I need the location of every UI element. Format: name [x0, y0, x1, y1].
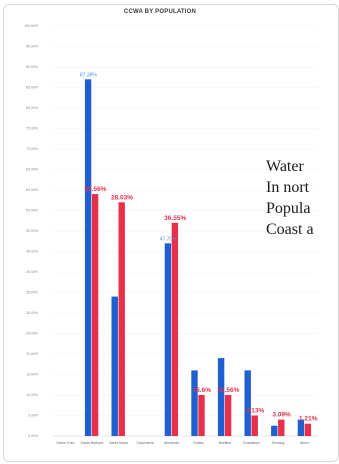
- y-tick-label: 5.00%: [28, 414, 38, 418]
- data-label-series-2: 15.6%: [193, 387, 212, 394]
- y-tick-label: 30.00%: [26, 311, 38, 315]
- data-label-series-2: 59.56%: [84, 186, 106, 193]
- y-tick-label: 75.00%: [26, 127, 38, 131]
- bar-series-2: [251, 415, 258, 436]
- x-tick-label: Solvang: [272, 441, 285, 445]
- chart-title: CCWA BY POPULATION: [123, 9, 197, 15]
- bar-series-1: [84, 79, 92, 437]
- x-tick-label: Carpinteria: [137, 441, 154, 445]
- data-label-series-2: 36.55%: [164, 215, 186, 222]
- bar-series-1: [164, 243, 172, 436]
- y-tick-label: 25.00%: [26, 332, 38, 336]
- data-label-series-1: 47.70%: [160, 236, 178, 242]
- y-tick-label: 70.00%: [26, 147, 38, 151]
- bar-series-2: [278, 419, 285, 436]
- y-tick-label: 85.00%: [26, 86, 38, 90]
- x-tick-label: Santa Maria: [109, 441, 128, 445]
- y-tick-label: 0.00%: [28, 434, 38, 438]
- bar-series-1: [217, 358, 225, 436]
- data-label-series-2: 28.03%: [111, 194, 133, 201]
- y-tick-label: 20.00%: [26, 352, 38, 356]
- y-tick-label: 10.00%: [26, 393, 38, 397]
- data-label-series-2: 1.21%: [299, 416, 318, 423]
- bar-series-2: [118, 202, 125, 436]
- bar-series-2: [198, 395, 205, 436]
- y-tick-label: 90.00%: [26, 65, 38, 69]
- bar-series-2: [304, 423, 312, 436]
- y-tick-label: 55.00%: [26, 209, 38, 213]
- data-label-series-1: 87.38%: [80, 72, 98, 78]
- y-tick-label: 100.00%: [24, 24, 38, 28]
- y-tick-label: 60.00%: [26, 188, 38, 192]
- bar-series-2: [171, 222, 179, 436]
- y-tick-label: 65.00%: [26, 168, 38, 172]
- side-text-line: Coast a: [266, 221, 314, 238]
- data-label-series-2: 3.09%: [272, 412, 291, 419]
- y-tick-label: 15.00%: [26, 373, 38, 377]
- x-tick-label: Morro: [300, 441, 309, 445]
- bar-series-1: [191, 370, 198, 436]
- y-tick-label: 50.00%: [26, 229, 38, 233]
- y-tick-label: 45.00%: [26, 250, 38, 254]
- side-text-block: Water In nort Popula Coast a: [266, 156, 339, 240]
- bar-series-1: [244, 370, 251, 436]
- x-tick-label: Santa Ynez: [56, 441, 74, 445]
- y-tick-label: 40.00%: [26, 270, 38, 274]
- data-label-series-2: 21.56%: [217, 387, 239, 394]
- bar-series-2: [224, 395, 232, 436]
- x-tick-label: Guadalupe: [243, 441, 260, 445]
- y-tick-label: 80.00%: [26, 106, 38, 110]
- y-tick-label: 95.00%: [26, 45, 38, 49]
- x-tick-label: Goleta: [193, 441, 203, 445]
- x-tick-label: Buellton: [219, 441, 232, 445]
- y-tick-label: 35.00%: [26, 291, 38, 295]
- bar-series-2: [91, 194, 99, 436]
- data-label-series-2: 4.13%: [246, 408, 265, 415]
- x-tick-label: Santa Barbara: [81, 441, 104, 445]
- bar-series-1: [271, 425, 278, 436]
- bar-series-1: [297, 419, 305, 436]
- side-text-line: Popula: [266, 200, 311, 217]
- side-text-line: In nort: [266, 179, 310, 196]
- side-text-line: Water: [266, 158, 304, 175]
- x-tick-label: Montecito: [164, 441, 179, 445]
- bar-series-1: [111, 296, 118, 436]
